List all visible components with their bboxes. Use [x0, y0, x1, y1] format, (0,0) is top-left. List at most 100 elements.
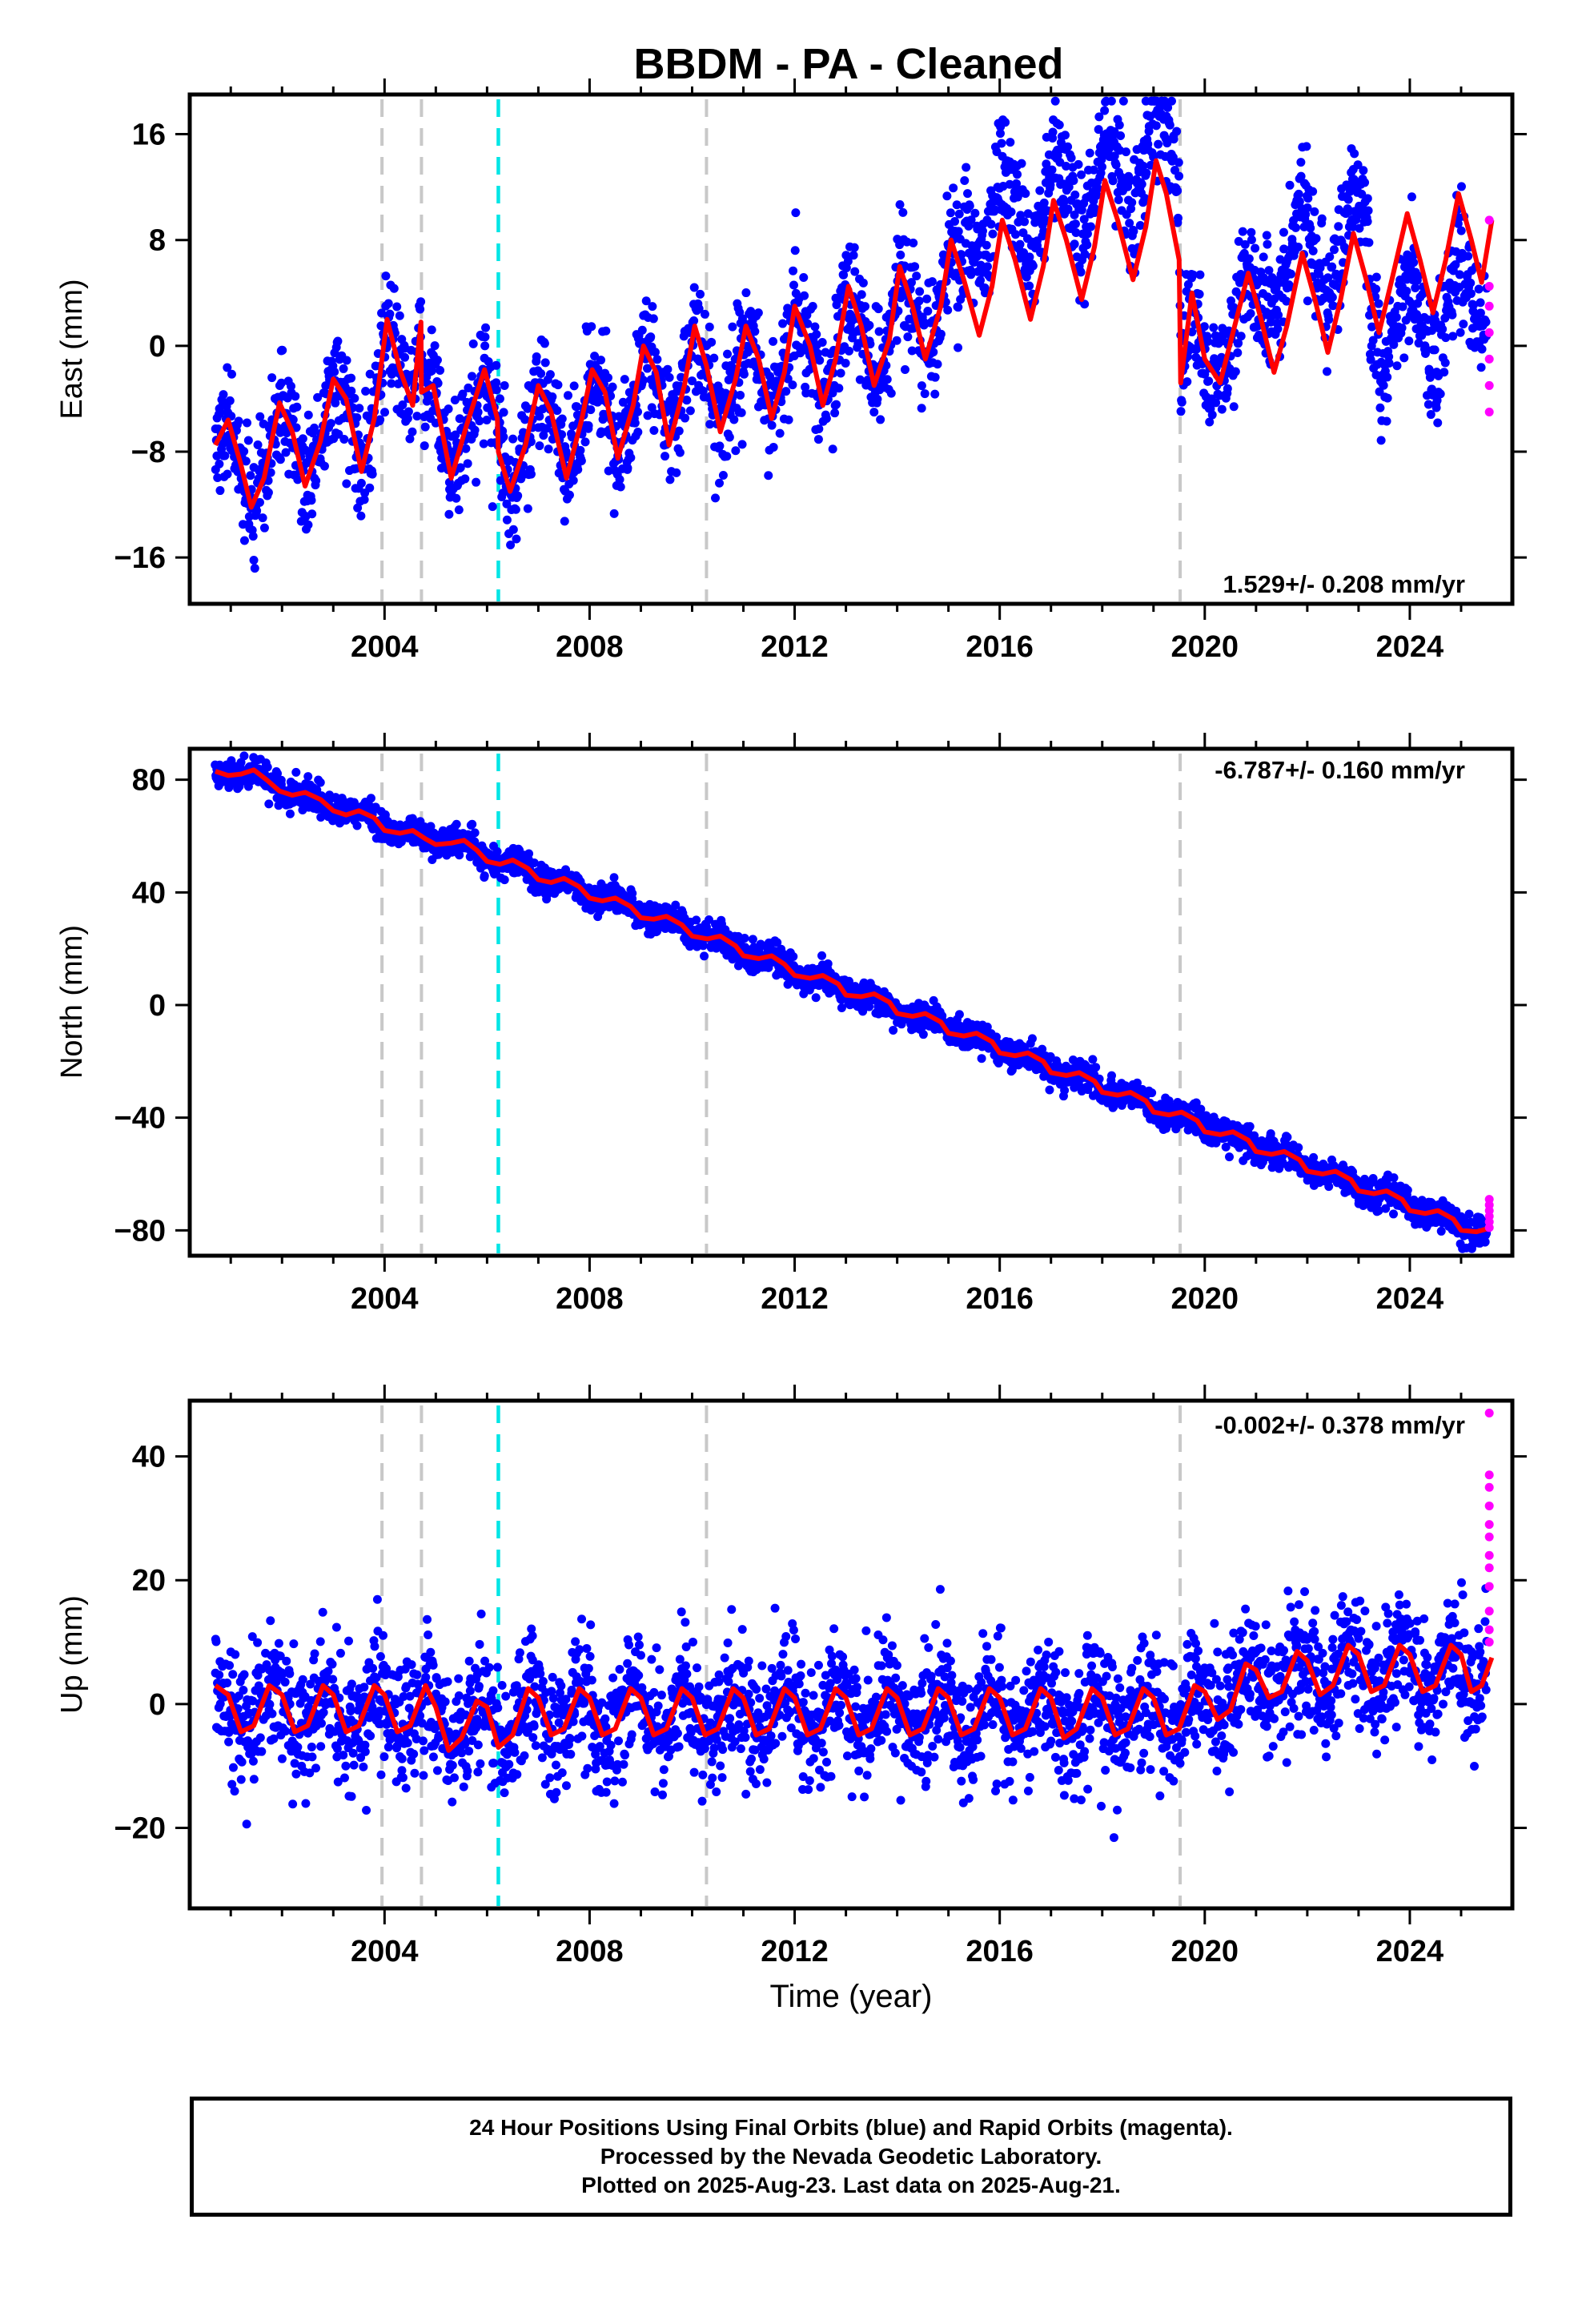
data-point	[404, 407, 413, 416]
data-point	[1147, 1088, 1157, 1098]
data-point	[540, 339, 549, 348]
data-point	[949, 183, 958, 193]
data-point	[352, 412, 362, 422]
data-point	[620, 375, 629, 384]
data-point	[643, 411, 652, 420]
data-point	[963, 189, 973, 199]
data-point	[914, 296, 924, 306]
data-point	[499, 432, 508, 442]
data-point	[915, 287, 925, 296]
data-point	[1127, 198, 1137, 207]
data-point	[473, 408, 483, 417]
data-point	[737, 408, 746, 417]
data-point	[681, 413, 690, 423]
data-point	[1174, 213, 1183, 223]
data-point	[674, 426, 684, 436]
data-point	[1039, 198, 1049, 207]
data-point	[1402, 287, 1411, 296]
data-point	[263, 488, 273, 497]
data-point	[405, 434, 415, 444]
x-tick-label: 2008	[556, 1282, 624, 1316]
data-point	[672, 468, 681, 477]
data-point	[303, 410, 313, 420]
data-point	[769, 442, 778, 452]
data-point	[553, 380, 563, 390]
y-tick-label: −40	[114, 1102, 166, 1136]
data-point	[898, 207, 908, 217]
data-point	[1086, 222, 1095, 231]
data-point	[943, 305, 953, 315]
data-point	[1085, 148, 1094, 158]
data-point	[432, 356, 442, 365]
data-point	[1046, 180, 1055, 190]
data-point	[643, 364, 652, 373]
data-point	[307, 509, 317, 519]
data-point	[982, 262, 992, 271]
y-tick-label: 80	[132, 764, 166, 798]
data-point	[427, 366, 436, 376]
data-point	[853, 339, 863, 348]
data-point	[637, 325, 647, 335]
data-point	[1165, 120, 1174, 130]
data-point	[215, 459, 224, 468]
data-point	[623, 463, 632, 472]
data-point	[767, 420, 777, 430]
data-point	[1433, 418, 1443, 428]
data-point	[1173, 186, 1182, 195]
data-point	[912, 271, 921, 281]
data-point	[492, 360, 501, 370]
data-point	[557, 430, 567, 440]
data-point	[954, 227, 963, 236]
data-point	[313, 392, 323, 402]
data-point	[1062, 162, 1071, 171]
data-point	[865, 320, 874, 330]
data-point	[532, 352, 541, 362]
data-point	[813, 348, 822, 358]
data-point	[1070, 219, 1080, 229]
data-point	[624, 388, 634, 397]
data-point	[239, 536, 249, 545]
data-point	[259, 523, 269, 533]
data-point	[301, 513, 311, 522]
data-point	[1376, 436, 1386, 445]
data-point	[700, 951, 709, 961]
data-point	[849, 243, 859, 252]
data-point	[830, 408, 840, 418]
data-point	[383, 299, 393, 308]
panel-north: North (mm) -6.787+/- 0.160 mm/yr	[55, 746, 1515, 1258]
data-point	[1006, 138, 1015, 147]
data-point	[1409, 258, 1419, 267]
data-point	[692, 915, 701, 925]
data-point	[1025, 252, 1034, 262]
data-point	[1296, 158, 1306, 167]
data-point	[1391, 312, 1401, 322]
data-point	[604, 466, 613, 476]
data-point	[1176, 407, 1186, 416]
data-point	[219, 390, 228, 400]
data-point	[882, 375, 892, 384]
data-point	[618, 397, 628, 407]
data-point	[813, 435, 823, 444]
data-point	[536, 368, 546, 378]
data-point	[764, 471, 773, 480]
data-point	[1108, 176, 1118, 186]
data-point	[978, 226, 987, 235]
data-point	[1035, 186, 1045, 195]
data-point	[1106, 1071, 1116, 1080]
data-point	[810, 322, 820, 332]
data-point	[1476, 363, 1486, 372]
data-point	[376, 321, 386, 331]
data-point	[1233, 348, 1243, 357]
data-point	[739, 369, 749, 379]
data-point	[646, 332, 656, 342]
data-point	[291, 392, 300, 401]
rapid-point	[1484, 354, 1494, 364]
x-tick-label: 2020	[1171, 1282, 1239, 1316]
data-point	[633, 428, 643, 437]
data-point	[560, 517, 569, 526]
data-point	[844, 346, 853, 356]
data-point	[243, 418, 252, 428]
data-point	[523, 504, 532, 513]
data-point	[241, 456, 251, 466]
data-point	[723, 349, 733, 359]
